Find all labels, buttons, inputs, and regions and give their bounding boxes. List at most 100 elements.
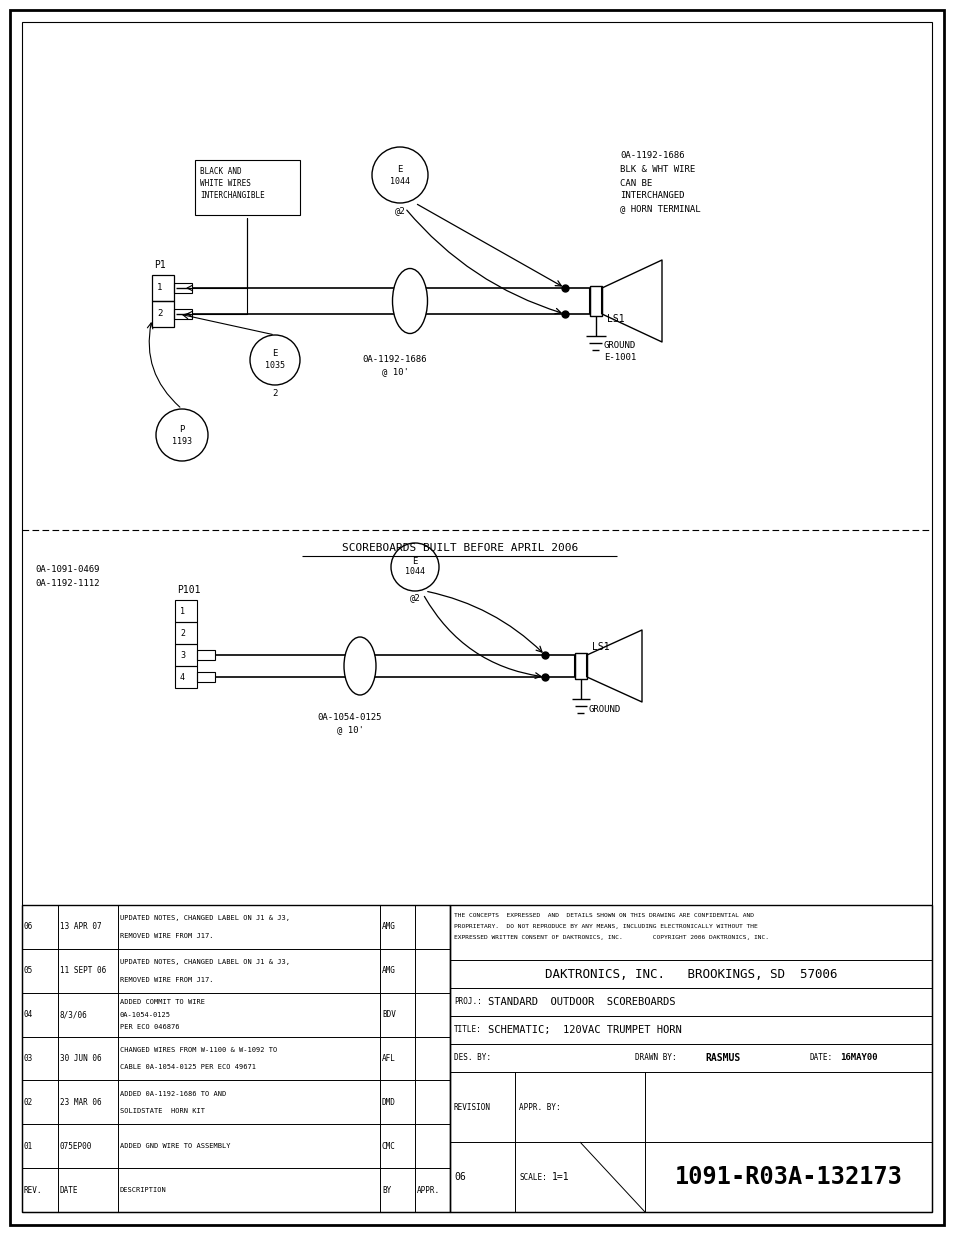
Bar — [174, 622, 196, 643]
Text: @ HORN TERMINAL: @ HORN TERMINAL — [619, 205, 700, 214]
Text: P101: P101 — [177, 585, 200, 595]
Text: 2: 2 — [180, 629, 185, 637]
Text: SCALE:: SCALE: — [519, 1172, 547, 1182]
Text: APPR. BY:: APPR. BY: — [518, 1103, 560, 1112]
Text: 0A-1054-0125: 0A-1054-0125 — [317, 713, 382, 721]
Text: CAN BE: CAN BE — [619, 179, 652, 188]
Text: 06: 06 — [454, 1172, 465, 1182]
Text: E: E — [396, 164, 402, 173]
Text: 30 JUN 06: 30 JUN 06 — [60, 1053, 102, 1063]
Text: 1=1: 1=1 — [552, 1172, 569, 1182]
Text: P1: P1 — [153, 261, 166, 270]
Text: 4: 4 — [180, 673, 185, 682]
Text: REMOVED WIRE FROM J17.: REMOVED WIRE FROM J17. — [120, 977, 213, 983]
Text: APPR.: APPR. — [416, 1186, 439, 1194]
Text: ADDED GND WIRE TO ASSEMBLY: ADDED GND WIRE TO ASSEMBLY — [120, 1144, 231, 1150]
Text: ADDED COMMIT TO WIRE: ADDED COMMIT TO WIRE — [120, 999, 205, 1005]
Text: ADDED 0A-1192-1686 TO AND: ADDED 0A-1192-1686 TO AND — [120, 1091, 226, 1097]
Text: 0A-1192-1686: 0A-1192-1686 — [362, 354, 427, 363]
Text: 2: 2 — [272, 389, 277, 398]
Text: 23 MAR 06: 23 MAR 06 — [60, 1098, 102, 1107]
Ellipse shape — [344, 637, 375, 695]
Text: REV.: REV. — [24, 1186, 43, 1194]
Text: CABLE 0A-1054-0125 PER ECO 49671: CABLE 0A-1054-0125 PER ECO 49671 — [120, 1065, 255, 1071]
Bar — [196, 672, 214, 682]
Text: DATE: DATE — [60, 1186, 78, 1194]
Text: 1: 1 — [180, 606, 185, 615]
Polygon shape — [601, 261, 661, 342]
Text: DRAWN BY:: DRAWN BY: — [635, 1053, 676, 1062]
Text: BLK & WHT WIRE: BLK & WHT WIRE — [619, 165, 695, 174]
Text: SCOREBOARDS BUILT BEFORE APRIL 2006: SCOREBOARDS BUILT BEFORE APRIL 2006 — [341, 543, 578, 553]
Bar — [196, 650, 214, 659]
Text: REMOVED WIRE FROM J17.: REMOVED WIRE FROM J17. — [120, 932, 213, 939]
Text: @ 10': @ 10' — [336, 725, 363, 735]
Text: 2: 2 — [157, 310, 162, 319]
Text: 3: 3 — [180, 651, 185, 659]
Text: 075EP00: 075EP00 — [60, 1141, 92, 1151]
Text: WHITE WIRES: WHITE WIRES — [200, 179, 251, 189]
Text: @2: @2 — [409, 594, 420, 603]
Text: 04: 04 — [24, 1010, 33, 1019]
Bar — [194, 161, 299, 215]
Text: 1: 1 — [157, 284, 162, 293]
Text: 16MAY00: 16MAY00 — [840, 1053, 877, 1062]
Text: AFL: AFL — [381, 1053, 395, 1063]
Text: EXPRESSED WRITTEN CONSENT OF DAKTRONICS, INC.        COPYRIGHT 2006 DAKTRONICS, : EXPRESSED WRITTEN CONSENT OF DAKTRONICS,… — [454, 935, 768, 940]
Bar — [174, 643, 196, 666]
Text: PROPRIETARY.  DO NOT REPRODUCE BY ANY MEANS, INCLUDING ELECTRONICALLY WITHOUT TH: PROPRIETARY. DO NOT REPRODUCE BY ANY MEA… — [454, 924, 757, 929]
Text: LS1: LS1 — [592, 642, 609, 652]
Text: 0A-1054-0125: 0A-1054-0125 — [120, 1011, 171, 1018]
Text: E: E — [272, 350, 277, 358]
Text: AMG: AMG — [381, 966, 395, 976]
Text: DATE:: DATE: — [809, 1053, 832, 1062]
Polygon shape — [586, 630, 641, 701]
Bar — [22, 905, 450, 1212]
Bar — [450, 905, 931, 1212]
Text: E-1001: E-1001 — [603, 353, 636, 363]
Text: BLACK AND: BLACK AND — [200, 168, 241, 177]
Text: REVISION: REVISION — [454, 1103, 491, 1112]
Text: UPDATED NOTES, CHANGED LABEL ON J1 & J3,: UPDATED NOTES, CHANGED LABEL ON J1 & J3, — [120, 960, 290, 965]
Bar — [589, 287, 601, 316]
Text: DAKTRONICS, INC.   BROOKINGS, SD  57006: DAKTRONICS, INC. BROOKINGS, SD 57006 — [544, 967, 837, 981]
Text: 13 APR 07: 13 APR 07 — [60, 923, 102, 931]
Text: CMC: CMC — [381, 1141, 395, 1151]
Text: 01: 01 — [24, 1141, 33, 1151]
Text: THE CONCEPTS  EXPRESSED  AND  DETAILS SHOWN ON THIS DRAWING ARE CONFIDENTIAL AND: THE CONCEPTS EXPRESSED AND DETAILS SHOWN… — [454, 913, 753, 918]
Text: CHANGED WIRES FROM W-1100 & W-1092 TO: CHANGED WIRES FROM W-1100 & W-1092 TO — [120, 1047, 277, 1052]
Text: 02: 02 — [24, 1098, 33, 1107]
Text: SCHEMATIC;  120VAC TRUMPET HORN: SCHEMATIC; 120VAC TRUMPET HORN — [488, 1025, 681, 1035]
Text: P: P — [179, 425, 185, 433]
Text: 0A-1192-1112: 0A-1192-1112 — [35, 578, 99, 588]
Text: 1035: 1035 — [265, 362, 285, 370]
Text: RASMUS: RASMUS — [704, 1053, 740, 1063]
Bar — [173, 309, 192, 319]
Text: INTERCHANGED: INTERCHANGED — [619, 191, 684, 200]
Bar — [174, 600, 196, 622]
Text: 1193: 1193 — [172, 436, 192, 446]
Text: GROUND: GROUND — [603, 342, 636, 351]
Text: 03: 03 — [24, 1053, 33, 1063]
Ellipse shape — [392, 268, 427, 333]
Text: GROUND: GROUND — [588, 704, 620, 714]
Text: E: E — [412, 557, 417, 567]
Text: LS1: LS1 — [606, 314, 624, 324]
Text: PROJ.:: PROJ.: — [454, 998, 481, 1007]
Bar — [575, 653, 586, 679]
Text: TITLE:: TITLE: — [454, 1025, 481, 1035]
Text: BY: BY — [381, 1186, 391, 1194]
Text: @2: @2 — [395, 206, 405, 215]
Text: 05: 05 — [24, 966, 33, 976]
Text: @ 10': @ 10' — [381, 368, 408, 377]
Text: 1044: 1044 — [390, 177, 410, 185]
Text: AMG: AMG — [381, 923, 395, 931]
Text: DMD: DMD — [381, 1098, 395, 1107]
Text: INTERCHANGIBLE: INTERCHANGIBLE — [200, 191, 265, 200]
Text: SOLIDSTATE  HORN KIT: SOLIDSTATE HORN KIT — [120, 1108, 205, 1114]
Text: STANDARD  OUTDOOR  SCOREBOARDS: STANDARD OUTDOOR SCOREBOARDS — [488, 997, 675, 1007]
Text: DESCRIPTION: DESCRIPTION — [120, 1187, 167, 1193]
Text: PER ECO 046876: PER ECO 046876 — [120, 1024, 179, 1030]
Text: UPDATED NOTES, CHANGED LABEL ON J1 & J3,: UPDATED NOTES, CHANGED LABEL ON J1 & J3, — [120, 915, 290, 921]
Text: 0A-1091-0469: 0A-1091-0469 — [35, 566, 99, 574]
